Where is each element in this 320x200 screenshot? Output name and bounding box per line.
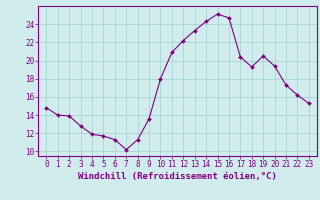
X-axis label: Windchill (Refroidissement éolien,°C): Windchill (Refroidissement éolien,°C) <box>78 172 277 181</box>
